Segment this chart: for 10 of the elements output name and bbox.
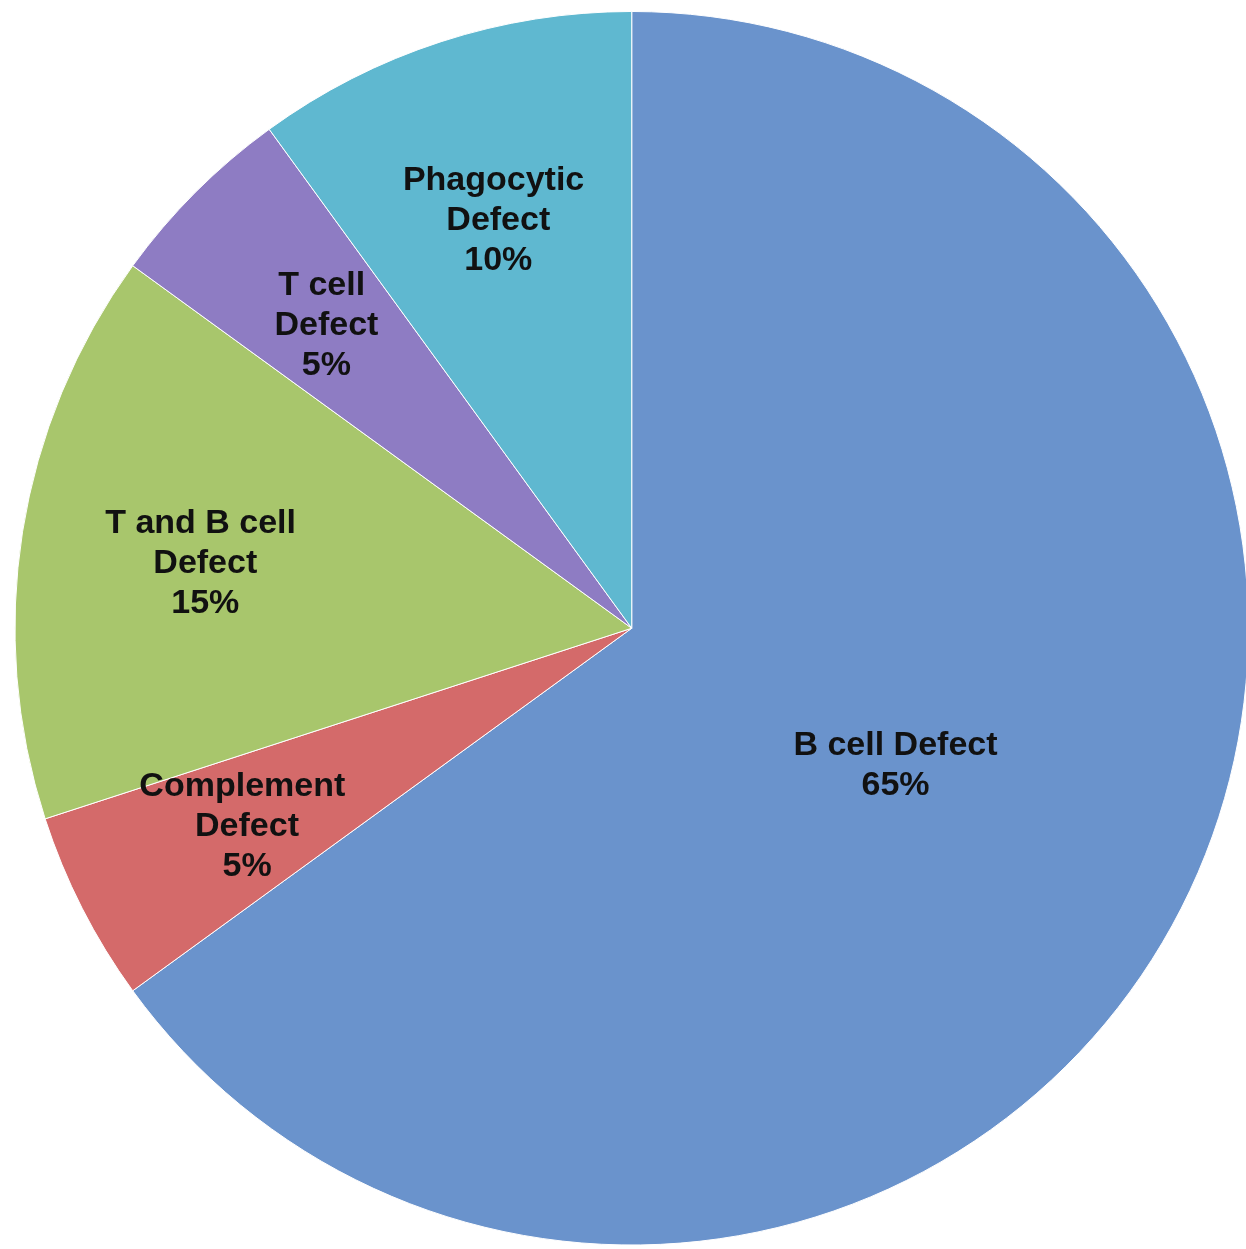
data-label: 5%	[301, 343, 352, 382]
data-label: 15%	[171, 581, 240, 620]
slice-label: B cell Defect	[793, 723, 998, 762]
slice-label: Complement Defect	[139, 765, 355, 844]
data-label: 10%	[464, 238, 533, 277]
data-label: 65%	[861, 763, 930, 802]
slice-label: T and B cell Defect	[105, 501, 306, 580]
data-label: 5%	[222, 845, 272, 884]
slice-label: T cell Defect	[274, 263, 379, 342]
slice-label: Phagocytic Defect	[402, 158, 594, 237]
